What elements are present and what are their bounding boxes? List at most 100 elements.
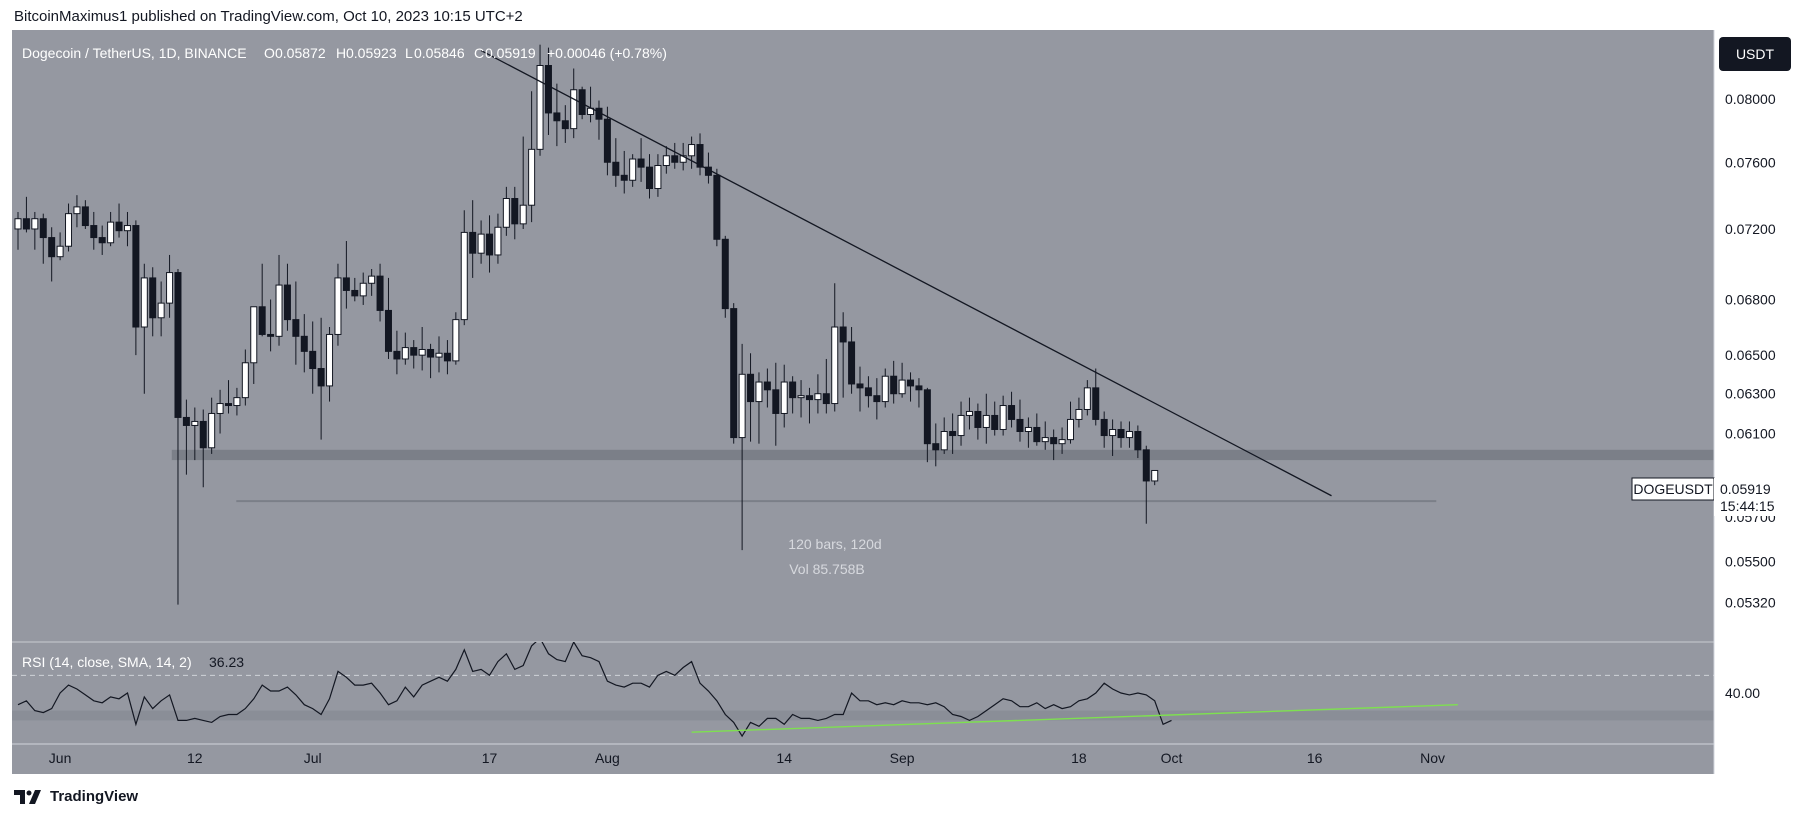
candle-body (267, 333, 275, 337)
candle-body (452, 319, 460, 362)
candle-body (140, 277, 148, 328)
candle-body (957, 414, 965, 437)
candle-body (839, 326, 847, 343)
price-tick-label: 0.07200 (1725, 221, 1776, 237)
candle-body (174, 272, 182, 418)
rsi-band (12, 710, 1714, 721)
rsi-label: RSI (14, close, SMA, 14, 2) (22, 654, 192, 670)
candle-body (22, 218, 30, 230)
price-tick-label: 0.06800 (1725, 291, 1776, 307)
candle-body (1092, 387, 1100, 420)
time-tick-label: 18 (1071, 750, 1087, 766)
candle-body (519, 204, 527, 225)
close-value: 0.05919 (485, 45, 536, 61)
descending-trendline (480, 50, 1332, 497)
candle-body (671, 155, 679, 163)
candle-body (940, 431, 948, 451)
candle-body (1024, 426, 1032, 433)
measure-bars: 120 bars, 120d (788, 536, 881, 552)
candle-body (612, 161, 620, 176)
candle-body (907, 379, 915, 387)
candle-body (696, 144, 704, 168)
candle-body (1008, 405, 1016, 420)
candle-body (873, 395, 881, 403)
candle-body (427, 348, 435, 358)
candle-body (772, 389, 780, 414)
time-tick-label: 16 (1307, 750, 1323, 766)
candle-body (553, 112, 561, 122)
candle-body (342, 277, 350, 291)
candle-body (991, 414, 999, 430)
candle-body (949, 431, 957, 437)
price-tick-label: 0.05500 (1725, 553, 1776, 569)
candle-body (536, 65, 544, 150)
candle-body (747, 373, 755, 403)
candle-body (915, 385, 923, 391)
rsi-legend: RSI (14, close, SMA, 14, 2) 36.23 40.00 (22, 654, 1760, 701)
close-label: C (474, 45, 484, 61)
candle-body (603, 118, 611, 163)
candle-body (123, 225, 131, 232)
candle-body (132, 225, 140, 328)
candle-body (384, 309, 392, 352)
candle-body (494, 226, 502, 256)
candle-body (805, 395, 813, 401)
candle-body (309, 350, 317, 370)
time-tick-label: Sep (890, 750, 915, 766)
publish-info: BitcoinMaximus1 published on TradingView… (14, 8, 523, 25)
candle-body (646, 166, 653, 190)
candle-body (107, 221, 115, 244)
price-tick-label: 0.07600 (1725, 154, 1776, 170)
price-tick-label: 0.08000 (1725, 91, 1776, 107)
candle-body (56, 245, 64, 258)
rsi-panel (12, 641, 1714, 738)
candle-body (721, 238, 729, 310)
currency-label[interactable]: USDT (1736, 46, 1775, 62)
candle-body (258, 306, 266, 335)
candle-body (662, 155, 670, 167)
candle-body (637, 158, 645, 168)
time-tick-label: Aug (595, 750, 620, 766)
price-label-symbol: DOGEUSDT (1633, 481, 1713, 497)
candle-body (1067, 418, 1074, 441)
time-tick-label: Jul (304, 750, 322, 766)
support-zone (171, 449, 1714, 461)
candle-body (31, 218, 39, 230)
candle-body (1058, 439, 1066, 445)
price-tick-label: 0.05320 (1725, 594, 1776, 610)
candle-body (401, 347, 409, 360)
candle-body (199, 420, 207, 449)
candle-body (864, 387, 872, 397)
candle-body (1134, 431, 1142, 451)
symbol-title: Dogecoin / TetherUS, 1D, BINANCE (22, 45, 247, 61)
candle-body (688, 144, 696, 157)
candle-body (65, 213, 73, 247)
axes: 0.08000 0.07600 0.07200 0.06800 0.06500 0.063… (12, 30, 1776, 774)
candle-body (738, 373, 746, 439)
high-value: 0.05923 (346, 45, 397, 61)
candle-body (730, 308, 738, 439)
chart-background (12, 30, 1714, 774)
candle-body (755, 381, 763, 403)
rsi-level-label: 40.00 (1725, 685, 1760, 701)
candle-body (98, 237, 106, 244)
candle-body (157, 302, 165, 319)
footer-brand: TradingView (50, 788, 139, 805)
candle-body (898, 379, 906, 395)
candle-body (48, 237, 56, 258)
time-tick-label: Jun (49, 750, 72, 766)
candle-body (233, 397, 241, 407)
low-label: L (405, 45, 413, 61)
candle-body (469, 231, 477, 254)
candle-body (351, 289, 359, 297)
candle-body (317, 368, 325, 387)
support-layer (171, 449, 1714, 503)
candle-body (965, 410, 973, 416)
candle-body (283, 284, 291, 321)
currency-button[interactable]: USDT (1719, 37, 1791, 71)
candle-body (1125, 431, 1133, 439)
candle-body (713, 174, 721, 240)
candle-body (300, 335, 308, 352)
candle-body (115, 221, 123, 232)
